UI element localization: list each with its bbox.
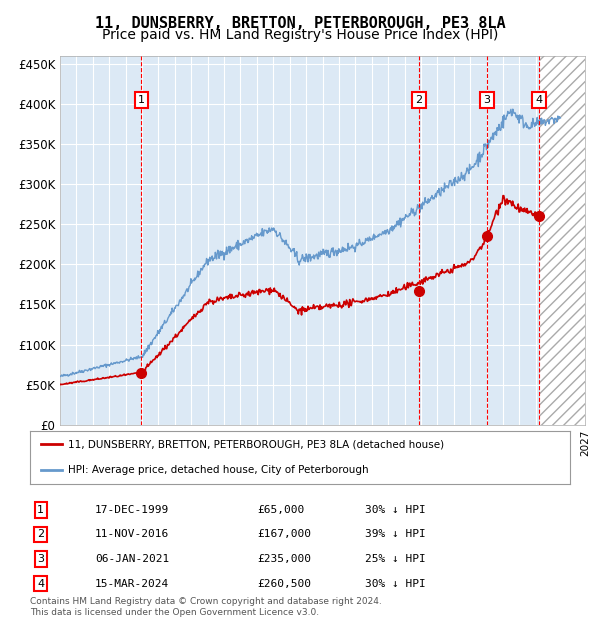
Text: Contains HM Land Registry data © Crown copyright and database right 2024.
This d: Contains HM Land Registry data © Crown c… bbox=[30, 598, 382, 617]
Text: 3: 3 bbox=[484, 95, 490, 105]
Text: 39% ↓ HPI: 39% ↓ HPI bbox=[365, 529, 425, 539]
Text: 11, DUNSBERRY, BRETTON, PETERBOROUGH, PE3 8LA: 11, DUNSBERRY, BRETTON, PETERBOROUGH, PE… bbox=[95, 16, 505, 30]
Text: Price paid vs. HM Land Registry's House Price Index (HPI): Price paid vs. HM Land Registry's House … bbox=[102, 28, 498, 42]
Text: 06-JAN-2021: 06-JAN-2021 bbox=[95, 554, 169, 564]
Text: 25% ↓ HPI: 25% ↓ HPI bbox=[365, 554, 425, 564]
Text: 2: 2 bbox=[37, 529, 44, 539]
Text: £65,000: £65,000 bbox=[257, 505, 304, 515]
Text: 11-NOV-2016: 11-NOV-2016 bbox=[95, 529, 169, 539]
Text: 11, DUNSBERRY, BRETTON, PETERBOROUGH, PE3 8LA (detached house): 11, DUNSBERRY, BRETTON, PETERBOROUGH, PE… bbox=[68, 439, 444, 449]
Bar bbox=[540, 56, 585, 425]
Text: 17-DEC-1999: 17-DEC-1999 bbox=[95, 505, 169, 515]
Bar bbox=[540, 56, 585, 425]
Text: 3: 3 bbox=[37, 554, 44, 564]
Text: 15-MAR-2024: 15-MAR-2024 bbox=[95, 578, 169, 588]
Text: 1: 1 bbox=[138, 95, 145, 105]
Text: £167,000: £167,000 bbox=[257, 529, 311, 539]
Text: HPI: Average price, detached house, City of Peterborough: HPI: Average price, detached house, City… bbox=[68, 466, 368, 476]
Text: 4: 4 bbox=[536, 95, 543, 105]
Text: 30% ↓ HPI: 30% ↓ HPI bbox=[365, 505, 425, 515]
Text: £260,500: £260,500 bbox=[257, 578, 311, 588]
Text: 4: 4 bbox=[37, 578, 44, 588]
Text: 2: 2 bbox=[415, 95, 422, 105]
Text: 30% ↓ HPI: 30% ↓ HPI bbox=[365, 578, 425, 588]
Text: 1: 1 bbox=[37, 505, 44, 515]
Text: £235,000: £235,000 bbox=[257, 554, 311, 564]
